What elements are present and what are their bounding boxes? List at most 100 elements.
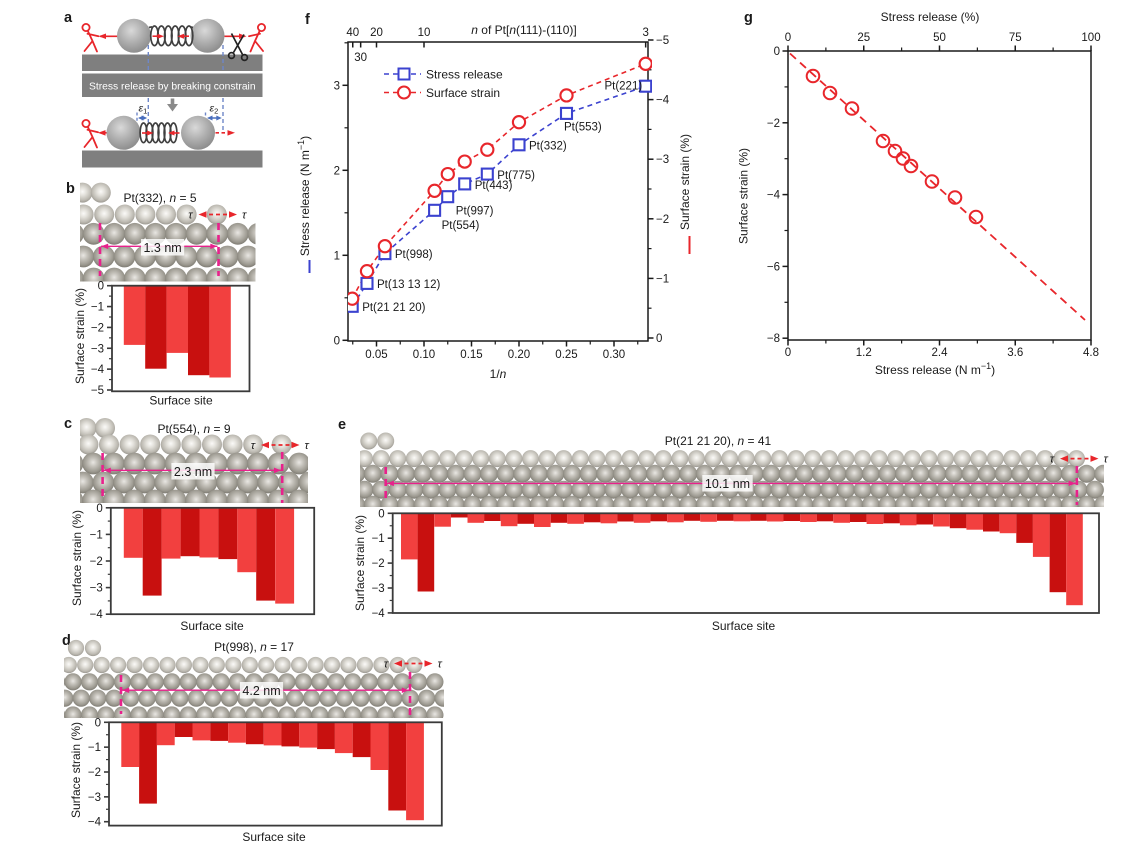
svg-text:Surface strain (%): Surface strain (%) bbox=[69, 722, 83, 818]
svg-text:b: b bbox=[66, 181, 75, 197]
svg-text:n of Pt[n(111)-(110)]: n of Pt[n(111)-(110)] bbox=[471, 23, 576, 37]
svg-text:τ: τ bbox=[242, 209, 247, 221]
svg-text:0: 0 bbox=[774, 46, 780, 58]
svg-text:Surface strain (%): Surface strain (%) bbox=[678, 134, 692, 230]
svg-text:Surface strain (%): Surface strain (%) bbox=[737, 148, 751, 244]
svg-text:−1: −1 bbox=[372, 533, 385, 545]
svg-text:c: c bbox=[64, 416, 72, 432]
svg-text:Stress release by breaking con: Stress release by breaking constrain bbox=[89, 82, 256, 93]
svg-text:−4: −4 bbox=[90, 609, 104, 621]
svg-text:2.3 nm: 2.3 nm bbox=[174, 465, 212, 479]
svg-text:Pt(553): Pt(553) bbox=[564, 121, 602, 133]
svg-text:Pt(998), n = 17: Pt(998), n = 17 bbox=[214, 640, 294, 654]
svg-text:Surface strain (%): Surface strain (%) bbox=[353, 515, 367, 611]
svg-text:25: 25 bbox=[857, 32, 870, 44]
svg-text:0.20: 0.20 bbox=[508, 349, 530, 361]
svg-text:ε2: ε2 bbox=[210, 103, 219, 116]
svg-text:4.8: 4.8 bbox=[1083, 347, 1099, 359]
svg-text:10: 10 bbox=[418, 27, 431, 39]
svg-text:−3: −3 bbox=[91, 343, 104, 355]
svg-text:0: 0 bbox=[98, 281, 104, 293]
svg-text:−3: −3 bbox=[90, 583, 103, 595]
svg-text:−3: −3 bbox=[372, 583, 385, 595]
svg-text:0: 0 bbox=[334, 335, 340, 347]
svg-text:3: 3 bbox=[642, 27, 648, 39]
svg-text:τ: τ bbox=[305, 440, 310, 452]
svg-text:Surface site: Surface site bbox=[242, 830, 306, 844]
svg-text:Surface site: Surface site bbox=[712, 619, 776, 633]
svg-text:−1: −1 bbox=[656, 273, 669, 285]
svg-text:40: 40 bbox=[346, 27, 359, 39]
svg-text:Stress release (N m−1): Stress release (N m−1) bbox=[296, 136, 312, 256]
svg-text:−1: −1 bbox=[90, 529, 103, 541]
svg-text:Stress release: Stress release bbox=[426, 68, 503, 82]
svg-text:50: 50 bbox=[933, 32, 946, 44]
svg-text:1.2: 1.2 bbox=[856, 347, 872, 359]
svg-text:Pt(775): Pt(775) bbox=[497, 170, 535, 182]
svg-text:ε1: ε1 bbox=[139, 103, 148, 116]
svg-text:0: 0 bbox=[95, 717, 101, 729]
svg-text:−8: −8 bbox=[767, 333, 780, 345]
svg-text:Pt(554), n = 9: Pt(554), n = 9 bbox=[157, 422, 230, 436]
svg-text:−4: −4 bbox=[372, 608, 386, 620]
svg-text:Pt(998): Pt(998) bbox=[395, 249, 433, 261]
svg-text:τ: τ bbox=[251, 440, 256, 452]
svg-text:Pt(21 21 20): Pt(21 21 20) bbox=[362, 302, 425, 314]
svg-text:3.6: 3.6 bbox=[1007, 347, 1023, 359]
svg-text:100: 100 bbox=[1081, 32, 1100, 44]
svg-text:τ: τ bbox=[188, 209, 193, 221]
svg-text:Pt(221): Pt(221) bbox=[604, 81, 642, 93]
svg-text:Stress release (N m−1): Stress release (N m−1) bbox=[875, 361, 995, 377]
svg-text:0: 0 bbox=[96, 503, 102, 515]
svg-text:Pt(21 21 20), n = 41: Pt(21 21 20), n = 41 bbox=[665, 434, 772, 448]
svg-text:−2: −2 bbox=[767, 118, 780, 130]
svg-text:−4: −4 bbox=[767, 190, 781, 202]
svg-text:−2: −2 bbox=[88, 767, 101, 779]
svg-text:Pt(332): Pt(332) bbox=[529, 140, 567, 152]
svg-text:Surface strain (%): Surface strain (%) bbox=[73, 288, 87, 384]
svg-text:−2: −2 bbox=[90, 556, 103, 568]
svg-text:1: 1 bbox=[334, 250, 340, 262]
svg-text:1.3 nm: 1.3 nm bbox=[143, 241, 181, 255]
svg-text:0: 0 bbox=[656, 333, 662, 345]
svg-text:2.4: 2.4 bbox=[932, 347, 949, 359]
svg-text:τ: τ bbox=[1104, 453, 1109, 465]
svg-text:Surface site: Surface site bbox=[180, 619, 244, 633]
svg-text:Surface site: Surface site bbox=[149, 394, 213, 408]
svg-text:Pt(997): Pt(997) bbox=[456, 206, 494, 218]
svg-text:30: 30 bbox=[354, 52, 367, 64]
svg-text:0.25: 0.25 bbox=[555, 349, 577, 361]
svg-text:0.05: 0.05 bbox=[365, 349, 387, 361]
svg-text:e: e bbox=[338, 417, 346, 433]
svg-text:−4: −4 bbox=[656, 95, 670, 107]
svg-text:−5: −5 bbox=[91, 385, 104, 397]
svg-text:3: 3 bbox=[334, 80, 340, 92]
svg-text:−6: −6 bbox=[767, 261, 780, 273]
svg-text:0.30: 0.30 bbox=[603, 349, 625, 361]
svg-text:d: d bbox=[62, 633, 71, 649]
svg-text:−5: −5 bbox=[656, 35, 669, 47]
svg-text:a: a bbox=[64, 10, 73, 26]
svg-text:4.2 nm: 4.2 nm bbox=[242, 684, 280, 698]
svg-text:τ: τ bbox=[384, 658, 389, 670]
svg-text:0: 0 bbox=[378, 508, 384, 520]
svg-text:Pt(332), n = 5: Pt(332), n = 5 bbox=[123, 191, 196, 205]
svg-text:Pt(443): Pt(443) bbox=[475, 180, 513, 192]
svg-text:0: 0 bbox=[785, 347, 791, 359]
svg-text:−3: −3 bbox=[88, 792, 101, 804]
svg-text:Surface strain: Surface strain bbox=[426, 86, 500, 100]
svg-text:0.10: 0.10 bbox=[413, 349, 435, 361]
svg-text:Stress release (%): Stress release (%) bbox=[881, 10, 980, 24]
svg-text:−4: −4 bbox=[91, 364, 105, 376]
svg-text:−2: −2 bbox=[91, 322, 104, 334]
svg-text:75: 75 bbox=[1009, 32, 1022, 44]
svg-text:10.1 nm: 10.1 nm bbox=[705, 477, 750, 491]
svg-text:f: f bbox=[305, 12, 310, 28]
svg-text:−1: −1 bbox=[88, 742, 101, 754]
svg-text:−3: −3 bbox=[656, 154, 669, 166]
svg-text:g: g bbox=[744, 10, 753, 26]
svg-text:0.15: 0.15 bbox=[460, 349, 482, 361]
svg-text:1/n: 1/n bbox=[490, 367, 507, 381]
svg-text:−2: −2 bbox=[656, 214, 669, 226]
svg-text:Pt(13 13 12): Pt(13 13 12) bbox=[377, 279, 440, 291]
